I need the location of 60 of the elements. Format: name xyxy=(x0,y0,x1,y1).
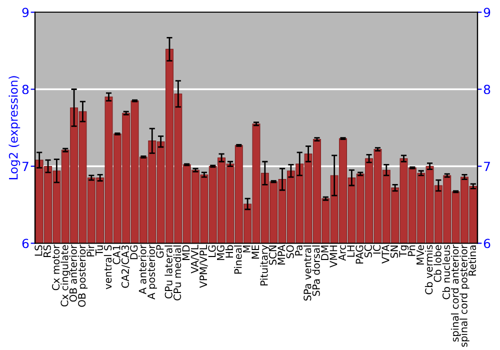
x-tick-label: Tu xyxy=(96,246,103,256)
x-tick-label: SO xyxy=(286,245,294,258)
x-tick-label: VA/VL xyxy=(190,244,200,274)
x-tick-label: Hb xyxy=(225,245,234,258)
x-tick-label: spinal cord anterior xyxy=(450,244,461,342)
x-tick-label: PAG xyxy=(356,245,364,264)
x-tick-label: LS xyxy=(34,245,42,256)
x-tick-label: MD xyxy=(182,245,190,260)
x-tick-label: ventral S xyxy=(104,245,112,290)
x-tick-label: CPu medial xyxy=(173,246,182,300)
x-tick-label: Arc xyxy=(338,245,346,261)
x-tick-label: Pir xyxy=(86,244,94,256)
x-tick-label: LH xyxy=(347,246,354,257)
x-tick-label: Retina xyxy=(468,246,476,276)
x-tick-label: SN xyxy=(390,246,398,258)
y-tick-label: 7 xyxy=(22,162,28,171)
x-tick-label: VPM/VPL xyxy=(200,244,208,288)
x-tick-label: IC xyxy=(373,245,381,254)
x-tick-label: Cx cingulate xyxy=(60,245,70,306)
x-tick-label: MG xyxy=(216,245,224,260)
x-tick-label: LG xyxy=(208,245,216,257)
x-tick-label: SPa dorsal xyxy=(312,246,320,296)
x-tick-label: A anterior xyxy=(138,244,146,294)
y-axis-title: Log2 (expression) xyxy=(8,76,20,180)
x-tick-label: SC xyxy=(364,245,372,258)
x-tick-label: MVe xyxy=(416,245,424,265)
x-tick-label: Pituitary xyxy=(260,244,270,286)
y2-tick-label: 7 xyxy=(484,162,490,171)
x-tick-label: DM xyxy=(321,246,328,260)
x-tick-label: SPa ventral xyxy=(303,246,312,301)
y2-tick-label: 9 xyxy=(484,8,490,18)
x-tick-label: SCN xyxy=(268,246,277,265)
y2-tick-label: 6 xyxy=(484,238,490,248)
x-tick-label: OB anterior xyxy=(69,244,77,302)
x-tick-label: Tg xyxy=(399,246,409,258)
x-tick-label: CA2/CA3 xyxy=(121,245,130,288)
x-tick-label: MPA xyxy=(278,244,286,265)
y2-tick-label: 8 xyxy=(484,84,490,94)
x-tick-label: spinal cord posterior xyxy=(460,244,470,347)
x-tick-label: Cx motor xyxy=(52,244,60,290)
x-tick-label: Pn xyxy=(408,245,416,256)
x-tick-label: VTA xyxy=(382,244,390,264)
x-tick-label: DG xyxy=(130,245,138,260)
x-tick-label: Cb vermis xyxy=(424,245,433,294)
x-tick-label: A posterior xyxy=(147,244,157,300)
x-tick-label: VMH xyxy=(330,246,338,268)
x-tick-label: Cb nucleus xyxy=(442,245,450,300)
x-tick-label: CPu lateral xyxy=(164,246,172,298)
x-tick-label: OB posterior xyxy=(78,244,88,307)
x-tick-label: Cb lobe xyxy=(434,245,442,282)
x-tick-label: Pa xyxy=(295,246,303,256)
x-tick-label: CA1 xyxy=(112,246,120,264)
x-tick-label: Pineal xyxy=(234,246,242,274)
x-tick-label: M xyxy=(243,246,250,252)
y-tick-label: 6 xyxy=(22,238,29,248)
y-tick-label: 8 xyxy=(22,84,29,94)
x-tick-label: RS xyxy=(43,245,51,257)
x-tick-label: ME xyxy=(252,245,260,259)
x-tick-label: GP xyxy=(156,244,164,258)
y-tick-label: 9 xyxy=(22,8,29,18)
